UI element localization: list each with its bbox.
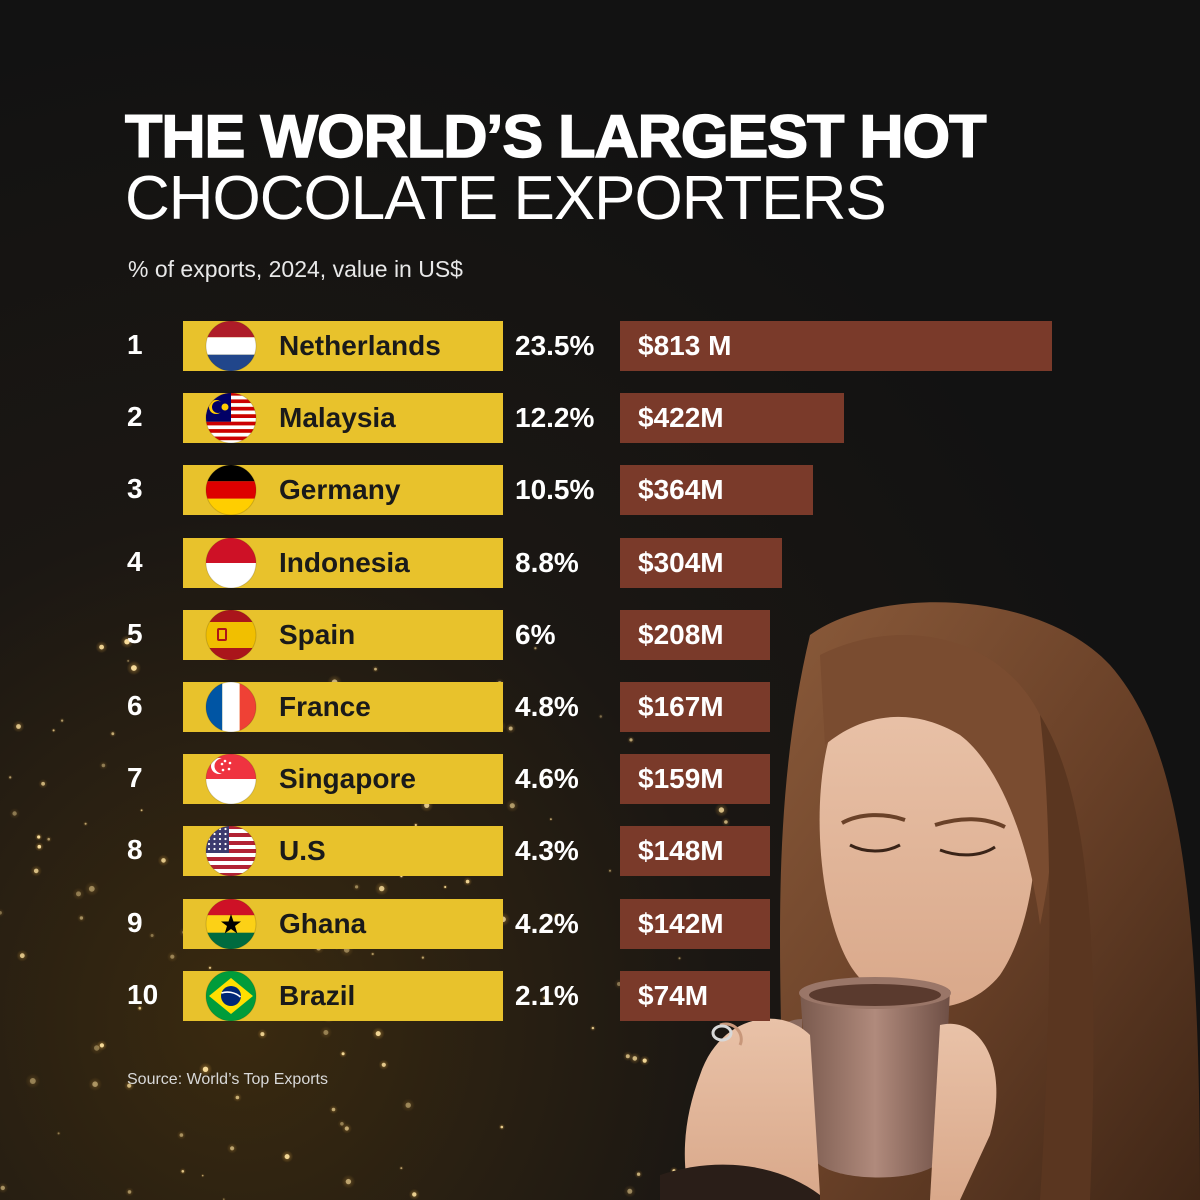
- rank-label: 5: [127, 617, 143, 649]
- value-label: $148M: [638, 835, 724, 867]
- percentage-label: 8.8%: [515, 546, 579, 578]
- rank-label: 2: [127, 401, 143, 433]
- value-bar: $422M: [620, 393, 845, 444]
- subtitle: % of exports, 2024, value in US$: [128, 256, 463, 282]
- woman-drinking-hot-chocolate-image: [660, 602, 1200, 1200]
- country-label-bar: Germany: [183, 464, 503, 516]
- ghana-flag-icon: [205, 898, 257, 950]
- chart-row: 6 France 4.8% $167M: [0, 681, 1200, 733]
- source-note: Source: World’s Top Exports: [127, 1071, 328, 1088]
- country-name: France: [279, 691, 371, 722]
- rank-label: 8: [127, 834, 143, 866]
- value-bar: $148M: [620, 826, 770, 877]
- value-label: $364M: [638, 474, 724, 506]
- spain-flag-icon: [205, 609, 257, 661]
- percentage-label: 2.1%: [515, 979, 579, 1011]
- usa-flag-icon: [205, 825, 257, 877]
- chart-row: 2 Malaysia 12.2% $422M: [0, 392, 1200, 444]
- percentage-label: 4.3%: [515, 835, 579, 867]
- country-name: U.S: [279, 835, 326, 867]
- country-name: Malaysia: [279, 402, 396, 434]
- percentage-label: 12.2%: [515, 402, 595, 434]
- country-name: Indonesia: [279, 546, 410, 578]
- percentage-label: 4.8%: [515, 691, 579, 722]
- rank-label: 4: [127, 545, 143, 577]
- singapore-flag-icon: [205, 753, 257, 805]
- chart-row: 1 Netherlands 23.5% $813 M: [0, 320, 1200, 372]
- indonesia-flag-icon: [205, 537, 257, 589]
- value-bar: $813 M: [620, 321, 1052, 371]
- value-label: $167M: [638, 691, 724, 722]
- value-label: $159M: [638, 763, 724, 795]
- rank-label: 10: [127, 978, 159, 1010]
- value-label: $422M: [638, 402, 724, 434]
- country-name: Singapore: [279, 763, 416, 795]
- country-label-bar: Netherlands: [183, 320, 503, 372]
- percentage-label: 4.2%: [515, 907, 579, 939]
- value-label: $813 M: [638, 330, 732, 361]
- percentage-label: 10.5%: [515, 474, 595, 506]
- country-label-bar: Brazil: [183, 970, 503, 1022]
- chart-row: 4 Indonesia 8.8% $304M: [0, 537, 1200, 589]
- value-bar: $304M: [620, 537, 782, 588]
- country-label-bar: Singapore: [183, 753, 503, 805]
- country-name: Brazil: [279, 979, 356, 1011]
- malaysia-flag-icon: [205, 392, 257, 444]
- title-line-1: THE WORLD’S LARGEST HOT: [124, 102, 987, 171]
- country-label-bar: Ghana: [183, 898, 503, 950]
- chart-row: 5 Spain 6% $208M: [0, 609, 1200, 661]
- value-bar: $364M: [620, 465, 814, 516]
- value-label: $208M: [638, 618, 724, 650]
- percentage-label: 4.6%: [515, 763, 579, 795]
- value-bar: $159M: [620, 754, 770, 805]
- country-name: Netherlands: [279, 330, 441, 361]
- germany-flag-icon: [205, 464, 257, 516]
- value-label: $74M: [638, 979, 709, 1011]
- value-label: $304M: [638, 546, 724, 578]
- country-name: Spain: [279, 618, 356, 650]
- brazil-flag-icon: [205, 970, 257, 1022]
- chart-row: 3 Germany 10.5% $364M: [0, 464, 1200, 516]
- rank-label: 3: [127, 473, 143, 505]
- chart-row: 10 Brazil 2.1% $74M: [0, 970, 1200, 1022]
- value-bar: $142M: [620, 898, 770, 949]
- country-label-bar: Indonesia: [183, 537, 503, 589]
- country-label-bar: Spain: [183, 609, 503, 661]
- france-flag-icon: [205, 681, 257, 733]
- rank-label: 9: [127, 906, 143, 938]
- rank-label: 7: [127, 762, 143, 794]
- chart-row: 8 U.S 4.3% $148M: [0, 825, 1200, 877]
- rank-label: 1: [127, 329, 143, 360]
- chart-row: 7 Singapore 4.6% $159M: [0, 753, 1200, 805]
- country-label-bar: Malaysia: [183, 392, 503, 444]
- title-line-2: CHOCOLATE EXPORTERS: [125, 164, 887, 233]
- value-bar: $167M: [620, 682, 770, 732]
- percentage-label: 6%: [515, 618, 556, 650]
- value-bar: $74M: [620, 970, 770, 1021]
- netherlands-flag-icon: [205, 320, 257, 372]
- chart-row: 9 Ghana 4.2% $142M: [0, 898, 1200, 950]
- value-bar: $208M: [620, 609, 770, 660]
- country-name: Ghana: [279, 907, 367, 939]
- percentage-label: 23.5%: [515, 330, 595, 361]
- value-label: $142M: [638, 907, 724, 939]
- rank-label: 6: [127, 690, 143, 721]
- country-label-bar: U.S: [183, 825, 503, 877]
- country-name: Germany: [279, 474, 401, 506]
- country-label-bar: France: [183, 681, 503, 733]
